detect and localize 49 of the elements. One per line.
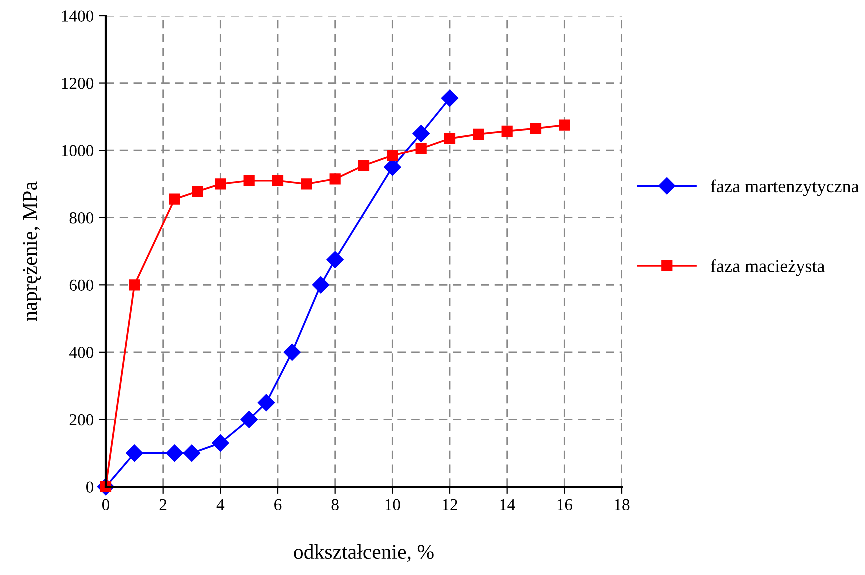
point bbox=[559, 120, 570, 131]
x-tick-label: 12 bbox=[443, 499, 458, 510]
point bbox=[473, 128, 484, 140]
point bbox=[326, 251, 344, 268]
legend-label: faza martenzytyczna bbox=[711, 180, 860, 196]
y-tick-label: 800 bbox=[70, 212, 94, 224]
point bbox=[212, 434, 230, 452]
point bbox=[301, 178, 312, 190]
point bbox=[284, 344, 301, 361]
point bbox=[192, 186, 204, 198]
x-axis-title: odkształcenie, % bbox=[294, 544, 434, 562]
y-tick-label: 0 bbox=[86, 482, 94, 493]
y-tick-label: 600 bbox=[70, 280, 94, 292]
point bbox=[441, 90, 459, 107]
y-tick-label: 400 bbox=[70, 347, 94, 358]
point bbox=[330, 174, 341, 185]
point bbox=[444, 133, 456, 144]
x-tick-label: 18 bbox=[615, 499, 630, 511]
y-tick-label: 1200 bbox=[62, 78, 94, 90]
point bbox=[358, 160, 370, 172]
y-tick-label: 1400 bbox=[62, 10, 94, 22]
x-tick-label: 6 bbox=[274, 499, 282, 511]
y-axis-title: naprężenie, MPa bbox=[23, 182, 42, 322]
x-tick-label: 14 bbox=[500, 499, 516, 510]
point bbox=[215, 178, 226, 190]
point bbox=[244, 175, 255, 186]
x-tick-label: 10 bbox=[386, 499, 400, 511]
point bbox=[412, 125, 430, 142]
point bbox=[169, 194, 180, 205]
point bbox=[258, 394, 276, 412]
y-tick-label: 1000 bbox=[62, 145, 94, 157]
x-tick-label: 2 bbox=[160, 499, 167, 510]
point bbox=[240, 411, 258, 428]
x-tick-label: 4 bbox=[216, 499, 225, 510]
y-tick-label: 200 bbox=[70, 414, 94, 426]
point bbox=[416, 143, 427, 154]
point bbox=[502, 126, 513, 137]
point bbox=[272, 175, 284, 186]
point bbox=[126, 444, 144, 462]
point bbox=[387, 150, 398, 162]
legend-label: faza macieżysta bbox=[711, 260, 825, 276]
x-tick-label: 8 bbox=[332, 499, 339, 511]
point bbox=[183, 444, 201, 462]
point bbox=[312, 276, 330, 294]
x-tick-label: 16 bbox=[558, 499, 573, 511]
point bbox=[129, 280, 140, 291]
point bbox=[166, 444, 184, 462]
x-tick-label: 0 bbox=[102, 499, 110, 511]
point bbox=[530, 123, 542, 134]
